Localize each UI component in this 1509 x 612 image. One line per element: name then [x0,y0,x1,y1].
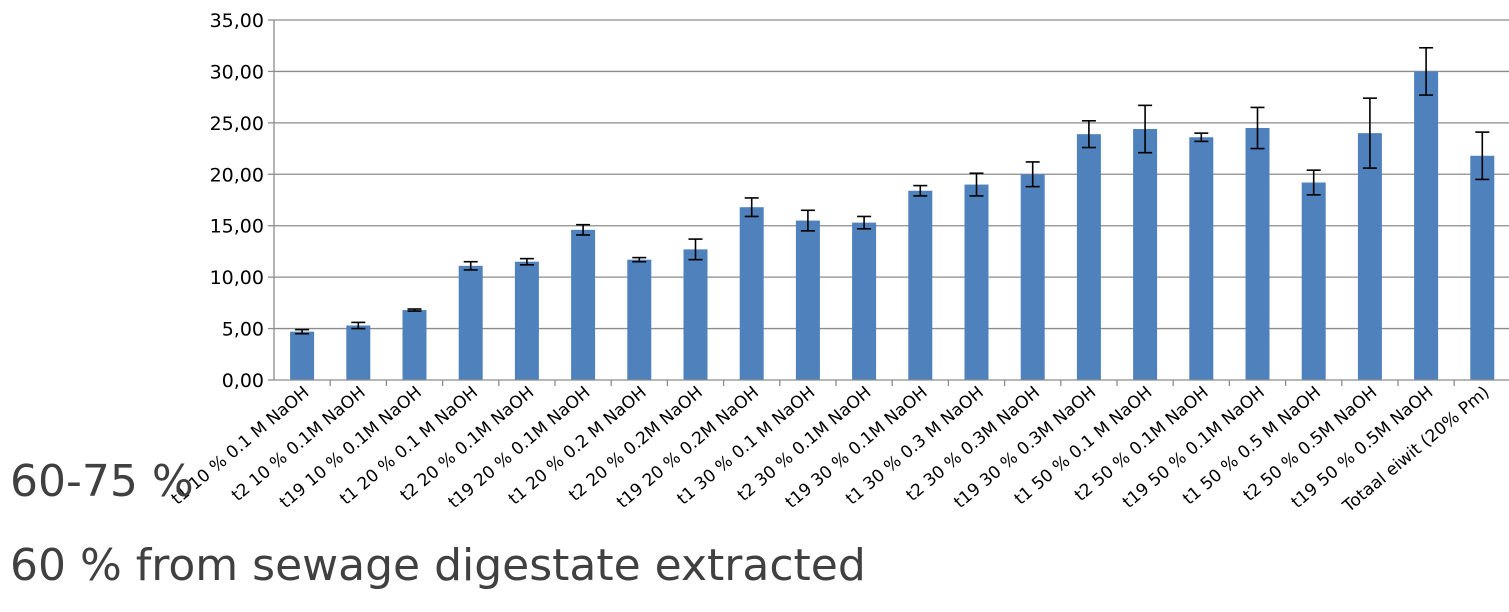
bar [964,184,989,380]
error-bar [1081,120,1096,149]
overlay-text-source: 60 % from sewage digestate extracted [10,540,866,591]
error-bar [1194,132,1209,143]
bar [571,229,596,380]
axes [268,19,1509,386]
bar [1470,155,1495,380]
bar [1357,133,1382,380]
bar [1076,134,1101,380]
bar [514,261,539,380]
y-tick-label: 20,00 [210,164,264,186]
bars [290,71,1495,380]
error-bar [800,209,815,232]
bar [795,220,820,380]
error-bars [295,46,1490,335]
error-bar [1362,97,1377,169]
bar [852,222,877,380]
error-bar [519,257,534,266]
error-bar [688,238,703,261]
bar [1020,174,1045,380]
error-bar [744,197,759,218]
error-bar [857,215,872,230]
error-bar [407,308,422,312]
bar [458,265,483,380]
y-axis-tick-labels: 0,00 5,00 10,00 15,00 20,00 25,00 30,00 35,00 [210,10,264,392]
error-bar [1306,169,1321,196]
error-bar [1475,131,1490,181]
bar [1414,71,1439,380]
error-bar [295,328,310,335]
y-tick-label: 35,00 [210,10,264,32]
bar [739,207,764,380]
error-bar [969,172,984,197]
y-tick-label: 0,00 [222,370,264,392]
bar [1245,128,1270,380]
error-bar [913,184,928,197]
bar [402,310,427,380]
error-bar [1138,104,1153,154]
y-tick-label: 10,00 [210,267,264,289]
y-tick-label: 15,00 [210,216,264,238]
error-bar [632,256,647,263]
bar [290,331,315,380]
bar [346,325,371,380]
bar [1301,182,1326,380]
error-bar [576,223,591,236]
error-bar [351,321,366,330]
error-bar [1419,46,1434,96]
bar [1133,129,1158,380]
overlay-text-range: 60-75 % [10,456,194,507]
y-tick-label: 25,00 [210,113,264,135]
error-bar [1025,161,1040,188]
y-tick-label: 5,00 [222,319,264,341]
error-bar [1250,106,1265,150]
bar [627,259,652,380]
error-bar [463,260,478,271]
bar [908,190,933,380]
bar [1189,137,1214,380]
y-tick-label: 30,00 [210,61,264,83]
bar [683,249,708,380]
